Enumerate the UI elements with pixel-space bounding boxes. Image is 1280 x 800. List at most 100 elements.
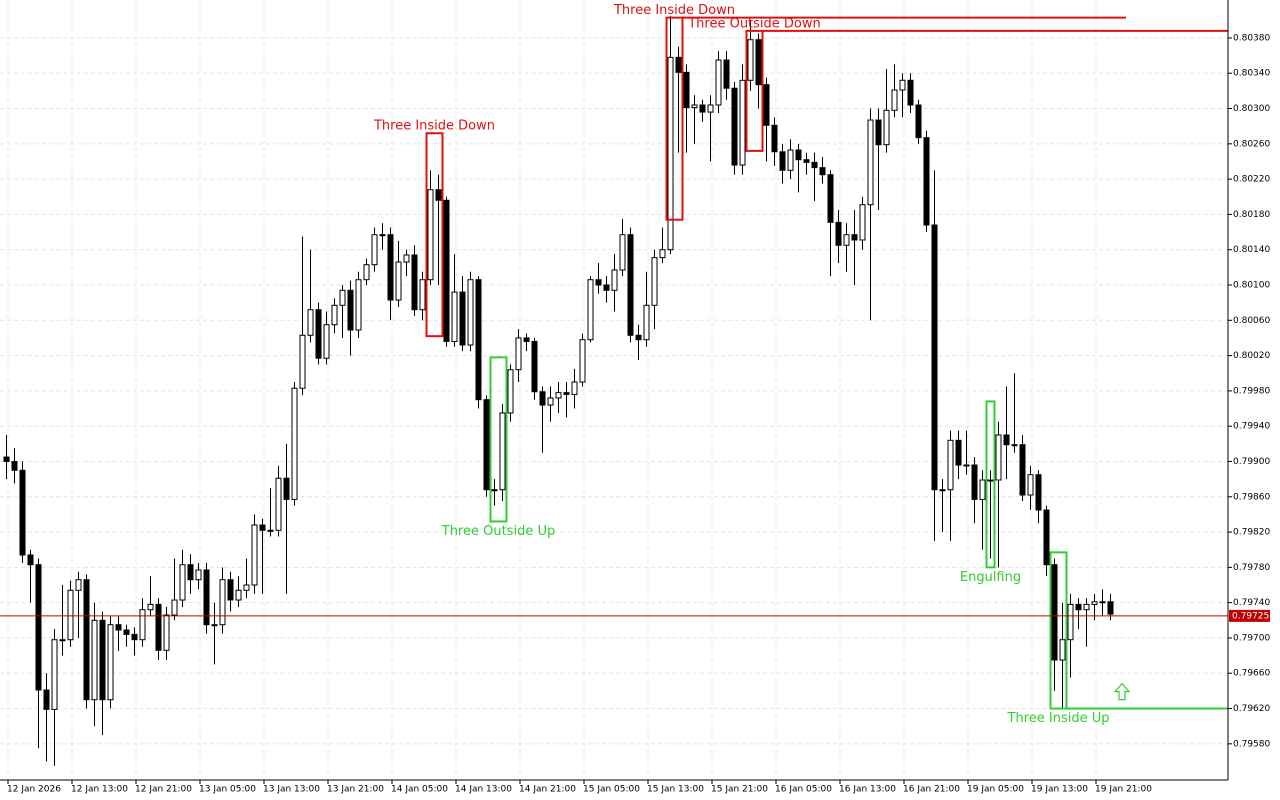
- x-tick-label: 14 Jan 05:00: [391, 785, 448, 795]
- x-tick-label: 12 Jan 2026: [7, 785, 61, 795]
- candle-body: [547, 397, 554, 406]
- candle-body: [227, 579, 234, 601]
- candle-body: [395, 261, 402, 301]
- candle-body: [155, 603, 162, 651]
- candle-body: [483, 399, 490, 491]
- y-tick-label: 0.80340: [1233, 69, 1270, 79]
- candle-body: [1019, 444, 1026, 496]
- candle-body: [83, 579, 90, 701]
- candle-body: [979, 479, 986, 500]
- candle-body: [987, 479, 994, 482]
- x-tick-label: 16 Jan 05:00: [775, 785, 832, 795]
- candle-body: [883, 109, 890, 146]
- candle-body: [139, 609, 146, 641]
- candle-body: [643, 304, 650, 341]
- x-tick-label: 16 Jan 21:00: [903, 785, 960, 795]
- pattern-label: Three Inside Down: [613, 3, 735, 18]
- candle-body: [603, 284, 610, 291]
- candle-body: [435, 189, 442, 201]
- candle-body: [579, 339, 586, 383]
- candle-body: [715, 59, 722, 106]
- candle-body: [147, 603, 154, 611]
- x-tick-label: 15 Jan 13:00: [647, 785, 704, 795]
- candle-body: [379, 234, 386, 237]
- candle-body: [859, 204, 866, 241]
- candle-body: [875, 119, 882, 146]
- price-tag-label: 0.79725: [1232, 611, 1269, 621]
- candle-body: [691, 104, 698, 109]
- candle-body: [923, 137, 930, 226]
- y-tick-label: 0.79860: [1233, 492, 1270, 502]
- candle-body: [747, 39, 754, 81]
- candle-body: [595, 279, 602, 286]
- candle-body: [843, 234, 850, 246]
- candle-body: [499, 412, 506, 491]
- candle-body: [27, 554, 34, 566]
- candle-body: [427, 189, 434, 281]
- candle-body: [211, 624, 218, 627]
- y-tick-label: 0.79740: [1233, 598, 1270, 608]
- candle-body: [611, 269, 618, 291]
- candle-body: [755, 39, 762, 86]
- x-tick-label: 16 Jan 13:00: [839, 785, 896, 795]
- candle-body: [459, 291, 466, 346]
- candle-body: [675, 56, 682, 73]
- candle-body: [707, 104, 714, 113]
- candle-body: [899, 79, 906, 91]
- x-tick-label: 12 Jan 13:00: [71, 785, 128, 795]
- candle-body: [195, 569, 202, 581]
- x-tick-label: 19 Jan 05:00: [967, 785, 1024, 795]
- candle-body: [819, 167, 826, 176]
- candle-body: [907, 79, 914, 106]
- candle-body: [59, 639, 66, 642]
- candle-body: [963, 464, 970, 467]
- candle-body: [587, 279, 594, 341]
- candle-body: [491, 489, 498, 492]
- x-tick-label: 13 Jan 05:00: [199, 785, 256, 795]
- candle-body: [683, 71, 690, 109]
- candle-body: [91, 619, 98, 701]
- pattern-label: Three Outside Down: [687, 16, 821, 31]
- candle-body: [1091, 601, 1098, 605]
- y-tick-label: 0.80380: [1233, 33, 1270, 43]
- candle-body: [891, 89, 898, 111]
- pattern-box: [489, 356, 508, 523]
- candle-body: [627, 234, 634, 336]
- candle-body: [1067, 603, 1074, 641]
- y-tick-label: 0.80180: [1233, 210, 1270, 220]
- candle-body: [811, 161, 818, 169]
- candle-body: [331, 304, 338, 326]
- candle-body: [739, 79, 746, 166]
- candle-body: [43, 689, 50, 710]
- candle-body: [363, 264, 370, 281]
- candle-body: [539, 391, 546, 406]
- candle-body: [651, 257, 658, 306]
- x-tick-label: 15 Jan 05:00: [583, 785, 640, 795]
- y-tick-label: 0.79580: [1233, 739, 1270, 749]
- candle-body: [19, 469, 26, 556]
- pattern-box: [1049, 551, 1068, 710]
- candle-body: [179, 564, 186, 601]
- candle-body: [787, 149, 794, 171]
- candle-body: [971, 464, 978, 500]
- candle-body: [851, 234, 858, 241]
- candle-body: [931, 224, 938, 491]
- candle-body: [3, 456, 10, 462]
- candle-body: [347, 289, 354, 331]
- candle-body: [1099, 601, 1106, 604]
- candle-body: [235, 589, 242, 601]
- pattern-label: Three Inside Up: [1007, 711, 1110, 726]
- candle-body: [283, 477, 290, 500]
- candle-body: [219, 579, 226, 626]
- candle-body: [475, 279, 482, 401]
- candle-body: [1027, 474, 1034, 496]
- candle-body: [251, 524, 258, 586]
- pattern-box: [425, 132, 444, 338]
- y-tick-label: 0.80100: [1233, 281, 1270, 291]
- candle-body: [1043, 509, 1050, 566]
- candle-body: [995, 434, 1002, 481]
- candle-body: [915, 104, 922, 139]
- y-tick-label: 0.80060: [1233, 316, 1270, 326]
- x-tick-label: 14 Jan 13:00: [455, 785, 512, 795]
- y-tick-label: 0.79940: [1233, 422, 1270, 432]
